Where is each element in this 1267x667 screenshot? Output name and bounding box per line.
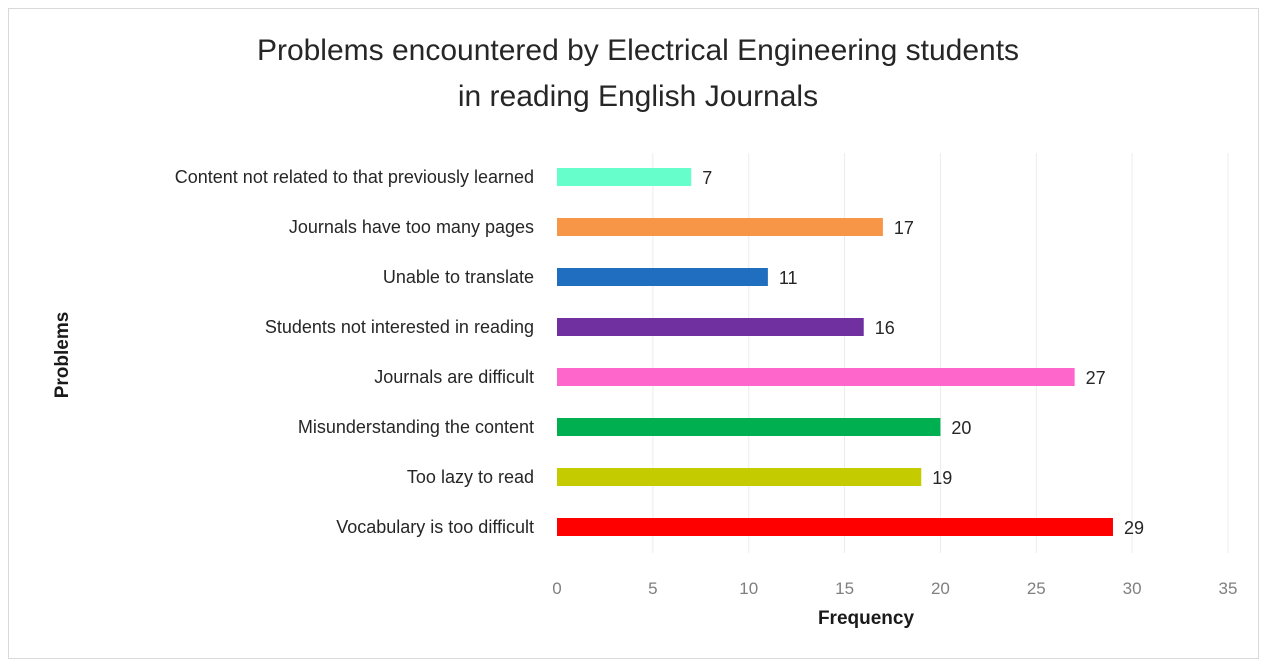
bar <box>557 318 864 336</box>
x-tick-label: 5 <box>648 579 657 598</box>
x-tick-label: 20 <box>931 579 950 598</box>
data-label: 11 <box>779 268 798 288</box>
bar <box>557 518 1113 536</box>
x-tick-label: 0 <box>552 579 561 598</box>
chart-title: Problems encountered by Electrical Engin… <box>0 28 1267 120</box>
bar <box>557 218 883 236</box>
data-label: 19 <box>932 468 952 488</box>
data-label: 7 <box>702 168 712 188</box>
x-tick-label: 30 <box>1123 579 1142 598</box>
x-tick-label: 35 <box>1219 579 1238 598</box>
bar <box>557 368 1075 386</box>
category-label: Misunderstanding the content <box>298 417 534 437</box>
x-tick-label: 10 <box>739 579 758 598</box>
data-label: 29 <box>1124 518 1144 538</box>
x-axis-title: Frequency <box>818 608 915 629</box>
data-label: 16 <box>875 318 895 338</box>
category-label: Students not interested in reading <box>265 317 534 337</box>
bar <box>557 468 922 486</box>
bar <box>557 168 692 186</box>
data-label: 17 <box>894 218 914 238</box>
data-label: 20 <box>951 418 971 438</box>
bar <box>557 268 768 286</box>
bar <box>557 418 941 436</box>
category-label: Journals have too many pages <box>289 217 534 237</box>
x-tick-label: 15 <box>835 579 854 598</box>
category-label: Content not related to that previously l… <box>175 167 534 187</box>
chart-title-line-2: in reading English Journals <box>457 80 819 113</box>
category-label: Journals are difficult <box>374 367 534 387</box>
x-tick-label: 25 <box>1027 579 1046 598</box>
category-label: Unable to translate <box>383 267 534 287</box>
category-label: Vocabulary is too difficult <box>336 517 534 537</box>
chart-title-line-1: Problems encountered by Electrical Engin… <box>256 34 1020 67</box>
data-label: 27 <box>1086 368 1106 388</box>
y-axis-title: Problems <box>52 312 73 399</box>
category-label: Too lazy to read <box>407 467 534 487</box>
